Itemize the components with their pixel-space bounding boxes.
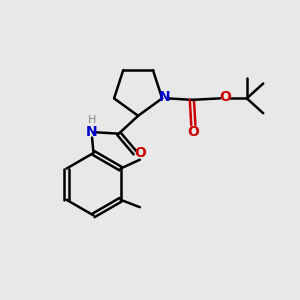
- Text: N: N: [158, 90, 170, 104]
- Text: H: H: [88, 115, 96, 125]
- Text: O: O: [188, 125, 199, 139]
- Text: O: O: [135, 146, 146, 160]
- Text: O: O: [220, 90, 231, 104]
- Text: N: N: [86, 124, 98, 139]
